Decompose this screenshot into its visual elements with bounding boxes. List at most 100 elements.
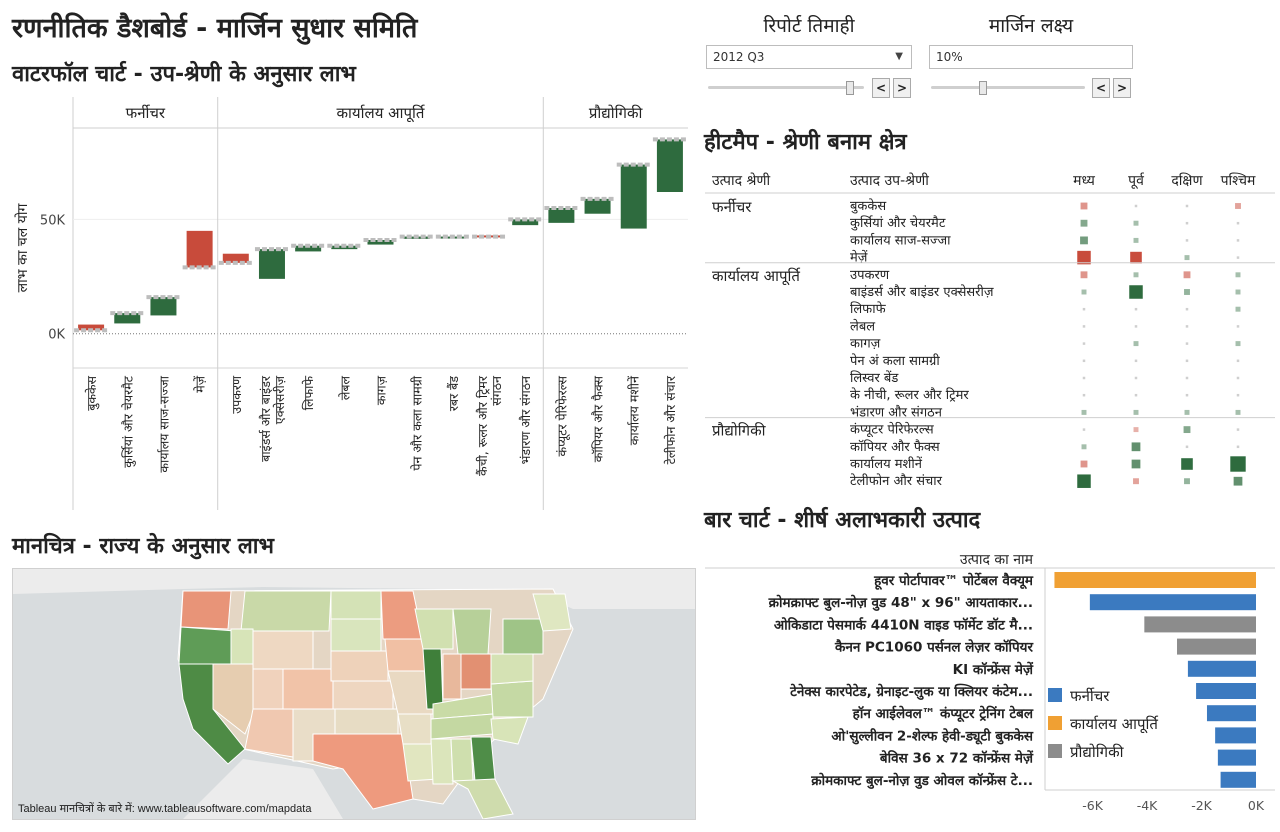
heatmap-cell[interactable] xyxy=(1185,376,1189,380)
heatmap-cell[interactable] xyxy=(1236,239,1240,242)
heatmap-cell[interactable] xyxy=(1080,236,1088,245)
heatmap-cell[interactable] xyxy=(1185,204,1189,208)
quarter-prev-button[interactable]: < xyxy=(872,78,890,98)
bar[interactable] xyxy=(1054,572,1256,588)
heatmap-cell[interactable] xyxy=(1133,220,1139,226)
map-panel[interactable]: Tableau मानचित्रों के बारे में: www.tabl… xyxy=(12,568,696,820)
heatmap-cell[interactable] xyxy=(1077,250,1091,265)
quarter-next-button[interactable]: > xyxy=(893,78,911,98)
heatmap-cell[interactable] xyxy=(1082,376,1086,380)
heatmap-cell[interactable] xyxy=(1181,458,1193,470)
heatmap-cell[interactable] xyxy=(1235,289,1241,295)
heatmap-cell[interactable] xyxy=(1134,325,1138,328)
heatmap-cell[interactable] xyxy=(1183,426,1191,434)
heatmap-cell[interactable] xyxy=(1185,307,1189,311)
heatmap-cell[interactable] xyxy=(1185,239,1189,242)
quarter-slider-track[interactable] xyxy=(708,86,864,89)
heatmap-cell[interactable] xyxy=(1081,289,1087,295)
margin-next-button[interactable]: > xyxy=(1113,78,1131,98)
heatmap-cell[interactable] xyxy=(1236,256,1240,259)
heatmap-cell[interactable] xyxy=(1236,325,1240,328)
heatmap-cell[interactable] xyxy=(1082,307,1086,311)
margin-prev-button[interactable]: < xyxy=(1092,78,1110,98)
heatmap-cell[interactable] xyxy=(1185,325,1189,328)
waterfall-bar[interactable] xyxy=(656,139,683,192)
waterfall-bar[interactable] xyxy=(584,198,611,214)
heatmap-cell[interactable] xyxy=(1236,445,1240,449)
margin-slider-track[interactable] xyxy=(931,86,1085,89)
heatmap-cell[interactable] xyxy=(1236,428,1240,431)
heatmap-cell[interactable] xyxy=(1185,221,1189,225)
margin-slider-thumb[interactable] xyxy=(979,81,988,95)
heatmap-cell[interactable] xyxy=(1235,306,1241,312)
bar[interactable] xyxy=(1187,660,1256,677)
quarter-slider-thumb[interactable] xyxy=(845,81,854,95)
heatmap-cell[interactable] xyxy=(1185,359,1189,363)
heatmap-cell[interactable] xyxy=(1235,341,1241,347)
heatmap-cell[interactable] xyxy=(1082,428,1086,431)
heatmap-cell[interactable] xyxy=(1080,202,1088,210)
heatmap-cell[interactable] xyxy=(1236,359,1240,363)
heatmap-cell[interactable] xyxy=(1184,289,1190,295)
bar[interactable] xyxy=(1217,749,1256,766)
heatmap-cell[interactable] xyxy=(1080,271,1088,279)
heatmap-cell[interactable] xyxy=(1134,204,1138,208)
waterfall-bar[interactable] xyxy=(620,164,647,229)
heatmap-cell[interactable] xyxy=(1133,237,1139,243)
bar[interactable] xyxy=(1215,727,1256,744)
heatmap-cell[interactable] xyxy=(1077,474,1091,488)
bar[interactable] xyxy=(1144,616,1256,633)
heatmap-cell[interactable] xyxy=(1134,359,1138,363)
heatmap-cell[interactable] xyxy=(1236,393,1240,397)
heatmap-cell[interactable] xyxy=(1134,393,1138,397)
bar[interactable] xyxy=(1196,683,1256,699)
heatmap-cell[interactable] xyxy=(1185,445,1189,449)
bar[interactable] xyxy=(1177,638,1256,655)
heatmap-cell[interactable] xyxy=(1183,271,1191,279)
bar[interactable] xyxy=(1206,705,1256,722)
heatmap-cell[interactable] xyxy=(1133,409,1139,415)
heatmap-cell[interactable] xyxy=(1233,476,1243,486)
heatmap-cell[interactable] xyxy=(1131,459,1141,469)
waterfall-bar[interactable] xyxy=(222,253,249,263)
heatmap-cell[interactable] xyxy=(1184,255,1190,261)
margin-input[interactable]: 10% xyxy=(929,45,1133,69)
waterfall-bar[interactable] xyxy=(295,245,322,252)
heatmap-cell[interactable] xyxy=(1235,272,1241,278)
heatmap-cell[interactable] xyxy=(1082,325,1086,328)
heatmap-cell[interactable] xyxy=(1230,456,1246,472)
heatmap-cell[interactable] xyxy=(1081,409,1087,415)
heatmap-cell[interactable] xyxy=(1236,221,1240,225)
heatmap-cell[interactable] xyxy=(1133,341,1139,347)
waterfall-bar[interactable] xyxy=(150,297,177,316)
heatmap-cell[interactable] xyxy=(1184,409,1190,415)
quarter-select[interactable]: 2012 Q3 ▼ xyxy=(706,45,912,69)
heatmap-cell[interactable] xyxy=(1081,444,1087,450)
heatmap-cell[interactable] xyxy=(1236,376,1240,380)
heatmap-cell[interactable] xyxy=(1185,393,1189,397)
waterfall-bar[interactable] xyxy=(114,313,141,324)
heatmap-cell[interactable] xyxy=(1131,442,1141,452)
heatmap-cell[interactable] xyxy=(1235,409,1241,415)
heatmap-cell[interactable] xyxy=(1082,342,1086,345)
heatmap-cell[interactable] xyxy=(1082,359,1086,363)
waterfall-bar[interactable] xyxy=(186,230,213,268)
heatmap-cell[interactable] xyxy=(1184,478,1190,485)
waterfall-bar[interactable] xyxy=(258,249,285,279)
heatmap-cell[interactable] xyxy=(1129,285,1143,299)
heatmap-cell[interactable] xyxy=(1080,460,1088,468)
bar[interactable] xyxy=(1220,771,1256,788)
heatmap-cell[interactable] xyxy=(1134,376,1138,380)
heatmap-cell[interactable] xyxy=(1130,251,1142,264)
heatmap-cell[interactable] xyxy=(1080,219,1088,227)
bar[interactable] xyxy=(1089,594,1256,611)
waterfall-bar[interactable] xyxy=(367,240,394,245)
waterfall-bar[interactable] xyxy=(512,219,539,226)
heatmap-cell[interactable] xyxy=(1134,307,1138,311)
heatmap-cell[interactable] xyxy=(1133,427,1139,433)
heatmap-cell[interactable] xyxy=(1133,272,1139,278)
heatmap-cell[interactable] xyxy=(1133,478,1139,485)
heatmap-cell[interactable] xyxy=(1235,203,1241,209)
waterfall-bar[interactable] xyxy=(548,208,575,223)
waterfall-bar[interactable] xyxy=(78,324,105,331)
